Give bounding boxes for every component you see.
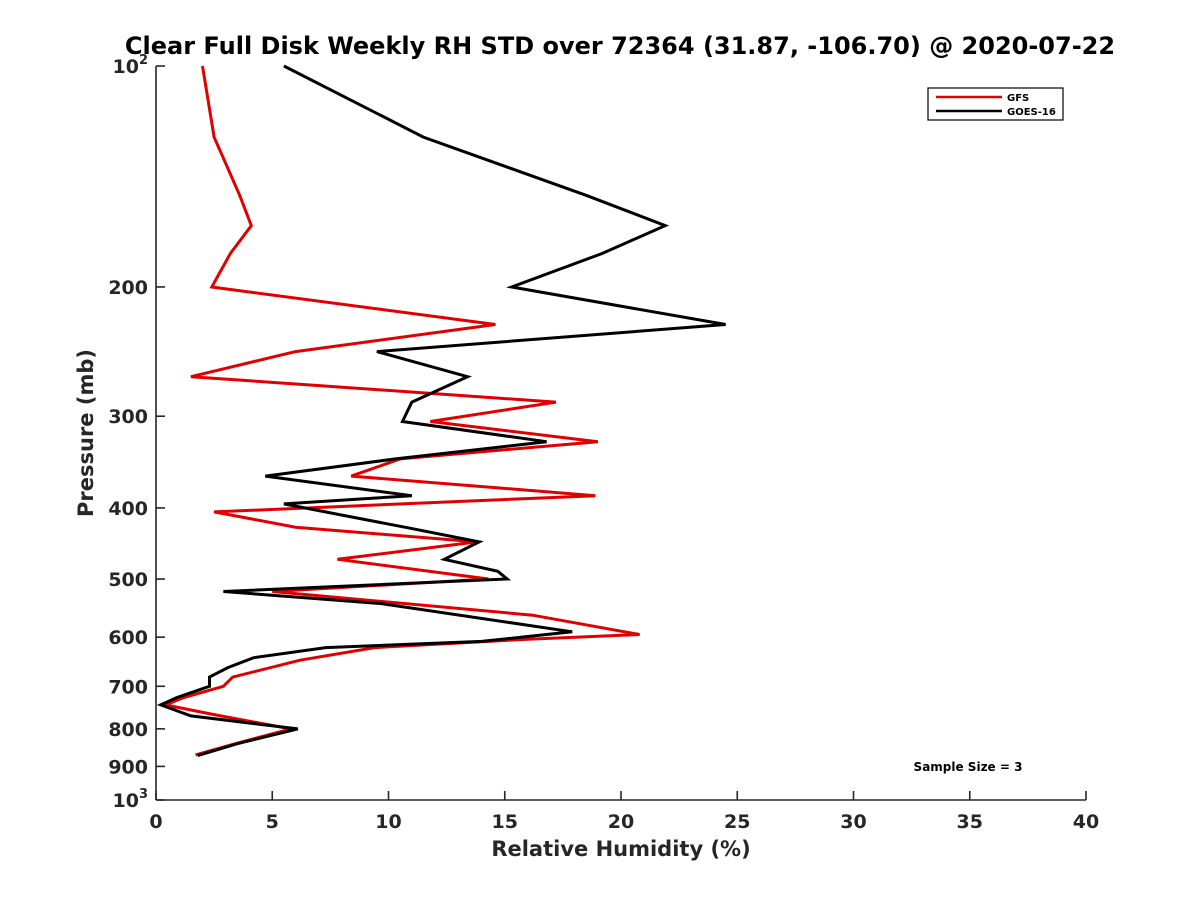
x-tick-label: 0 [149,811,162,833]
x-tick-label: 5 [266,811,279,833]
x-tick-label: 10 [375,811,401,833]
axes [155,66,1086,801]
y-tick-label: 800 [108,719,148,741]
chart-title: Clear Full Disk Weekly RH STD over 72364… [125,32,1115,60]
y-tick-label: 400 [108,498,148,520]
y-tick-label: 200 [108,277,148,299]
series-line-gfs [160,65,640,757]
series-line-goes-16 [156,64,726,758]
x-tick-label: 35 [957,811,983,833]
y-tick-label: 600 [108,627,148,649]
y-tick-label: 103 [113,787,149,812]
legend: GFS GOES-16 [927,87,1064,121]
x-tick-label: 40 [1073,811,1099,833]
y-tick-label: 102 [113,53,149,78]
y-axis-label: Pressure (mb) [74,349,98,517]
y-tick-label: 700 [108,676,148,698]
legend-gfs-label: GFS [1007,93,1029,104]
y-tick-label: 500 [108,569,148,591]
x-tick-label: 15 [492,811,518,833]
y-tick-label: 900 [108,756,148,778]
series-layer [156,64,726,758]
x-ticks: 0 5 10 15 20 25 30 35 40 [149,791,1099,833]
x-tick-label: 30 [840,811,866,833]
sample-size-annotation: Sample Size = 3 [914,760,1023,774]
legend-box [927,87,1064,121]
x-tick-label: 25 [724,811,750,833]
y-ticks: 102 200 300 400 500 600 700 800 900 103 [108,53,165,812]
x-tick-label: 20 [608,811,634,833]
x-axis-label: Relative Humidity (%) [491,837,750,861]
y-tick-label: 300 [108,406,148,428]
legend-goes-label: GOES-16 [1007,107,1056,118]
